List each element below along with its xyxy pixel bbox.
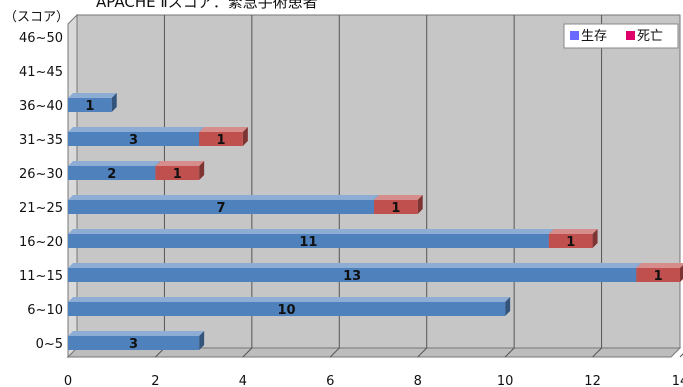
bar-front <box>374 200 418 214</box>
legend-swatch-survive <box>570 31 579 40</box>
bar-front <box>636 268 680 282</box>
x-tick-label: 14 <box>672 374 683 387</box>
gridline-floor <box>504 347 515 358</box>
x-tick-label: 8 <box>414 374 422 387</box>
bar-front <box>68 166 156 180</box>
bar-top <box>155 161 205 166</box>
data-label: 7 <box>216 201 225 216</box>
data-label: 3 <box>129 337 138 352</box>
bar-segment: 1 <box>548 229 598 250</box>
bar-front <box>155 166 200 180</box>
y-tick-label: 36~40 <box>19 99 63 114</box>
bar-segment: 3 <box>68 331 205 352</box>
bar-front <box>68 200 374 214</box>
x-tick-label: 4 <box>239 374 247 387</box>
bar-front <box>68 98 112 112</box>
floor <box>66 347 682 358</box>
x-axis: 0 2 4 6 8 10 12 14 <box>64 374 683 387</box>
y-axis: 0~5 6~10 11~15 16~20 21~25 26~30 31~35 36~40 41~… <box>19 31 63 352</box>
bar-top <box>68 297 511 302</box>
legend-swatch-death <box>626 31 635 40</box>
bar-side <box>242 127 248 146</box>
legend: 生存 死亡 <box>563 23 679 49</box>
x-tick-label: 6 <box>326 374 334 387</box>
bar-segment: 13 <box>68 263 642 284</box>
bar-top <box>68 161 161 166</box>
bar-top <box>68 263 642 268</box>
data-label: 13 <box>343 269 361 284</box>
bar-front <box>548 234 593 248</box>
gridline-floor <box>592 347 602 358</box>
bar-top <box>548 229 598 234</box>
bar-segment: 1 <box>636 263 683 284</box>
bar-segment: 11 <box>68 229 554 250</box>
bar-top <box>68 195 379 200</box>
bar-front <box>68 234 549 248</box>
data-label: 1 <box>566 235 575 250</box>
bar-side <box>505 297 511 316</box>
y-axis-label: （スコア） <box>4 10 69 25</box>
y-tick-label: 41~45 <box>19 65 63 80</box>
chart-title: APACHE Ⅱスコア：緊急手術患者 <box>96 0 318 11</box>
bar-segment: 10 <box>68 297 511 318</box>
bar-front <box>68 302 506 316</box>
x-tick-label: 12 <box>584 374 601 387</box>
y-tick-label: 6~10 <box>27 303 63 318</box>
bar-segment: 1 <box>155 161 205 182</box>
bar-side <box>199 331 205 350</box>
data-label: 1 <box>216 133 225 148</box>
bar-segment: 3 <box>68 127 205 148</box>
bar-front <box>68 336 200 350</box>
y-tick-label: 26~30 <box>19 167 63 182</box>
data-label: 10 <box>278 303 296 318</box>
bar-top <box>636 263 683 268</box>
data-label: 11 <box>299 235 317 250</box>
data-label: 1 <box>654 269 663 284</box>
y-tick-label: 0~5 <box>36 337 63 352</box>
bar-top <box>68 229 554 234</box>
data-label: 1 <box>173 167 182 182</box>
bar-side <box>417 195 423 214</box>
bar-side <box>592 229 598 248</box>
legend-label-survive: 生存 <box>581 29 607 44</box>
bar-side <box>680 265 683 282</box>
bar-top <box>374 195 423 200</box>
bar-segment: 1 <box>374 195 423 216</box>
bar-segment: 2 <box>68 161 161 182</box>
bar-side <box>111 93 117 112</box>
data-label: 1 <box>85 99 94 114</box>
bar-segment: 7 <box>68 195 379 216</box>
data-label: 2 <box>107 167 116 182</box>
gridline-floor <box>329 347 340 358</box>
y-tick-label: 21~25 <box>19 201 63 216</box>
y-tick-label: 46~50 <box>19 31 63 46</box>
x-tick-label: 0 <box>64 374 72 387</box>
bar-front <box>68 132 200 146</box>
bar-segment: 1 <box>68 93 117 114</box>
gridlines <box>155 15 683 358</box>
y-tick-label: 16~20 <box>19 235 63 250</box>
gridline-floor <box>679 353 683 358</box>
bar-front <box>68 268 637 282</box>
bar-side <box>199 161 205 180</box>
bar-top <box>68 93 117 98</box>
bar-segment: 1 <box>199 127 248 148</box>
bar-top <box>68 127 205 132</box>
bar-top <box>199 127 248 132</box>
gridline-floor <box>417 347 428 358</box>
data-label: 1 <box>391 201 400 216</box>
gridline-floor <box>242 347 253 358</box>
y-tick-label: 11~15 <box>19 269 63 284</box>
bar-front <box>199 132 243 146</box>
data-label: 3 <box>129 133 138 148</box>
bar-top <box>68 331 205 336</box>
x-tick-label: 10 <box>497 374 514 387</box>
legend-label-death: 死亡 <box>637 29 663 44</box>
x-tick-label: 2 <box>151 374 159 387</box>
y-tick-label: 31~35 <box>19 133 63 148</box>
